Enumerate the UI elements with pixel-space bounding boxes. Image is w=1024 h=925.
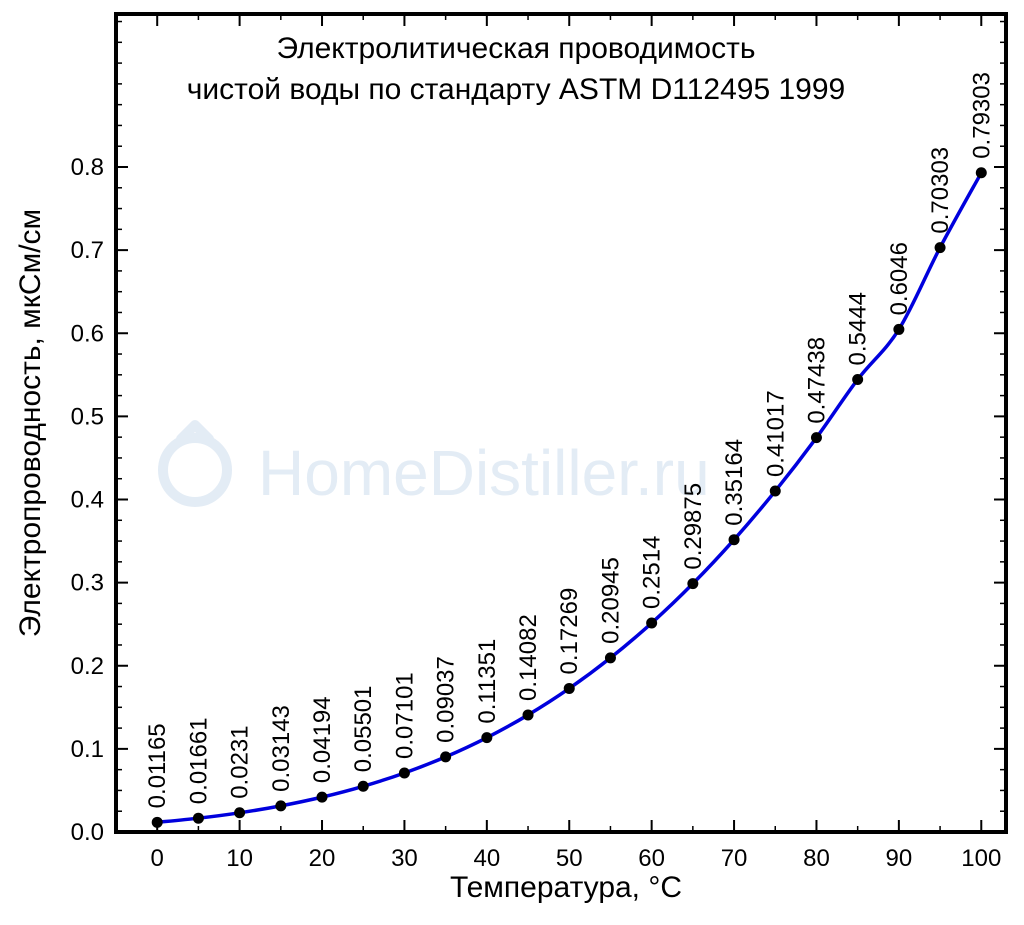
- y-tick-label: 0.6: [71, 320, 104, 347]
- data-point: [275, 800, 287, 812]
- data-label: 0.6046: [886, 242, 913, 315]
- y-tick-label: 0.5: [71, 403, 104, 430]
- y-tick-label: 0.0: [71, 819, 104, 846]
- x-tick-label: 10: [226, 845, 253, 872]
- data-label: 0.14082: [515, 614, 542, 701]
- data-label: 0.29875: [680, 483, 707, 570]
- watermark-text: HomeDistiller.ru: [258, 437, 710, 509]
- x-tick-label: 60: [638, 845, 665, 872]
- data-point: [563, 682, 575, 694]
- y-tick-label: 0.3: [71, 570, 104, 597]
- chart-title-line-2: чистой воды по стандарту ASTM D112495 19…: [187, 73, 845, 106]
- x-tick-label: 100: [961, 845, 1001, 872]
- data-label: 0.05501: [350, 686, 377, 773]
- x-tick-label: 40: [473, 845, 500, 872]
- y-tick-label: 0.2: [71, 653, 104, 680]
- y-tick-label: 0.1: [71, 736, 104, 763]
- data-point: [728, 534, 740, 546]
- y-tick-label: 0.7: [71, 237, 104, 264]
- data-point: [810, 432, 822, 444]
- data-point: [646, 617, 658, 629]
- x-axis-title: Температура, °C: [450, 871, 682, 904]
- data-label: 0.01661: [185, 717, 212, 804]
- x-tick-label: 90: [886, 845, 913, 872]
- data-point: [481, 732, 493, 744]
- data-label: 0.41017: [762, 390, 789, 477]
- data-label: 0.03143: [268, 705, 295, 792]
- drop-icon: [158, 420, 232, 507]
- x-tick-label: 70: [721, 845, 748, 872]
- data-point: [769, 485, 781, 497]
- data-point: [975, 167, 987, 179]
- data-label: 0.11351: [474, 639, 501, 724]
- plot-frame: [114, 12, 1008, 834]
- x-tick-label: 0: [151, 845, 164, 872]
- watermark: HomeDistiller.ru: [158, 420, 710, 509]
- data-point: [934, 242, 946, 254]
- data-label: 0.35164: [721, 439, 748, 526]
- data-label: 0.70303: [927, 147, 954, 234]
- data-label: 0.07101: [391, 672, 418, 759]
- chart-title-line-1: Электролитическая проводимость: [277, 32, 756, 65]
- data-point: [151, 816, 163, 828]
- data-label: 0.47438: [803, 337, 830, 424]
- data-point: [192, 812, 204, 824]
- data-point: [687, 578, 699, 590]
- data-label: 0.79303: [968, 72, 995, 159]
- data-point: [234, 807, 246, 819]
- data-point: [522, 709, 534, 721]
- y-tick-label: 0.8: [71, 154, 104, 181]
- data-label: 0.20945: [597, 557, 624, 644]
- data-point: [852, 373, 864, 385]
- data-point: [398, 767, 410, 779]
- data-point: [357, 780, 369, 792]
- data-labels: 0.01165 0.01661 0.0231 0.03143 0.04194 0.0550…: [144, 72, 995, 808]
- data-label: 0.0231: [227, 725, 254, 798]
- data-label: 0.17269: [556, 588, 583, 675]
- x-tick-label: 80: [803, 845, 830, 872]
- x-tick-label: 20: [309, 845, 336, 872]
- data-label: 0.01165: [144, 723, 171, 808]
- series-layer: [151, 167, 987, 828]
- y-axis-title: Электропроводность, мкСм/см: [14, 209, 47, 637]
- data-label: 0.2514: [639, 536, 666, 609]
- data-label: 0.04194: [309, 696, 336, 783]
- data-point: [893, 323, 905, 335]
- data-point: [604, 652, 616, 664]
- axes: 0.0 0.1 0.2 0.3 0.4 0.5 0.6 0.7 0.8 0 10 20 30 40 50 60…: [71, 14, 1006, 872]
- x-tick-label: 50: [556, 845, 583, 872]
- data-point: [440, 751, 452, 763]
- data-label: 0.09037: [433, 656, 460, 743]
- y-tick-label: 0.4: [71, 487, 104, 514]
- data-point: [316, 791, 328, 803]
- data-label: 0.5444: [845, 292, 872, 365]
- x-tick-label: 30: [391, 845, 418, 872]
